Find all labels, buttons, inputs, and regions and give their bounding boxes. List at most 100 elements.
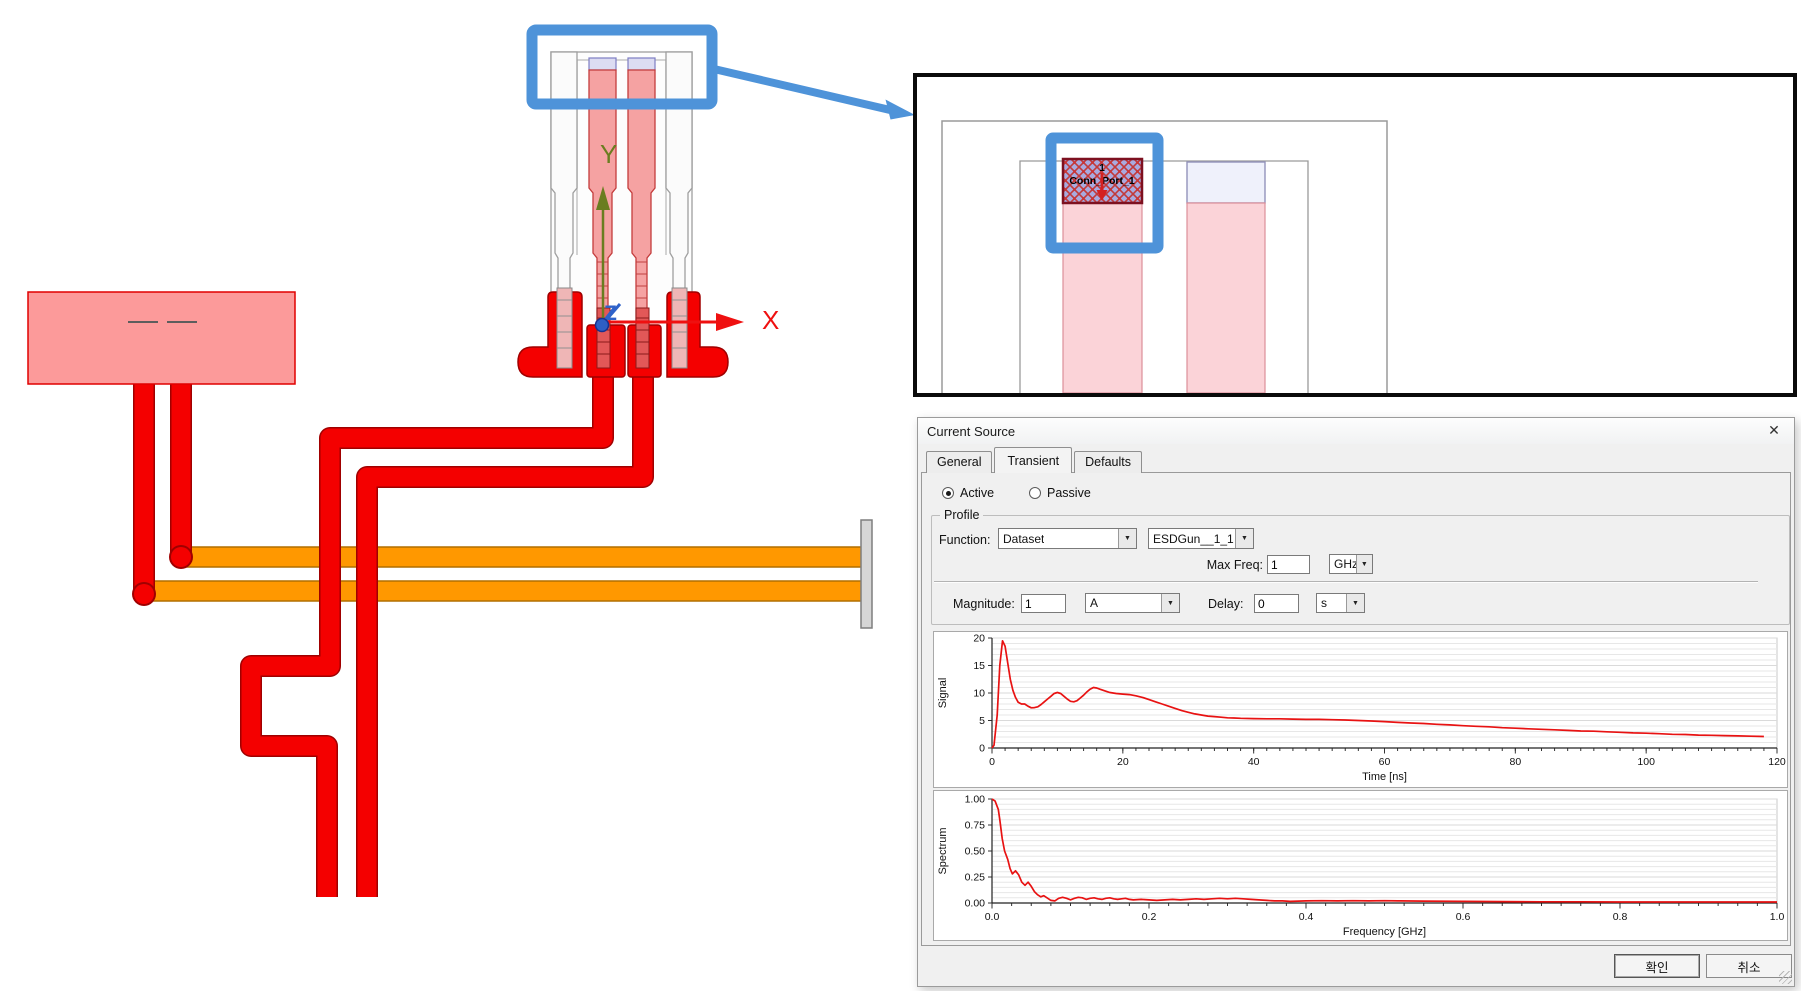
- cancel-button[interactable]: 취소: [1706, 954, 1792, 978]
- svg-text:20: 20: [1117, 756, 1129, 768]
- pin-column-left[interactable]: [1062, 202, 1143, 394]
- delay-unit-combo[interactable]: s ▼: [1316, 593, 1365, 613]
- svg-text:0.4: 0.4: [1299, 911, 1314, 923]
- svg-text:0.25: 0.25: [965, 872, 986, 884]
- svg-text:Spectrum: Spectrum: [937, 827, 949, 874]
- zoom-highlight-box: [526, 24, 718, 110]
- schematic-view: Y X Z: [27, 24, 915, 897]
- tab-defaults[interactable]: Defaults: [1074, 451, 1142, 473]
- board-outline: [941, 120, 1388, 393]
- radio-active-label: Active: [960, 486, 995, 500]
- svg-text:0.00: 0.00: [965, 898, 986, 910]
- red-trace-a[interactable]: [240, 360, 614, 897]
- magnitude-unit-combo[interactable]: A ▼: [1085, 593, 1180, 613]
- dropdown-arrow-icon[interactable]: ▼: [1346, 594, 1364, 612]
- svg-text:Signal: Signal: [937, 678, 949, 709]
- svg-text:20: 20: [973, 633, 985, 645]
- z-axis: [605, 303, 622, 320]
- signal-pin-left-cap: [588, 57, 617, 71]
- dropdown-arrow-icon[interactable]: ▼: [1355, 555, 1372, 573]
- svg-text:Frequency [GHz]: Frequency [GHz]: [1343, 926, 1426, 938]
- y-axis-label: Y: [600, 139, 617, 169]
- radio-passive[interactable]: Passive: [1029, 486, 1091, 500]
- svg-text:Time [ns]: Time [ns]: [1362, 771, 1407, 783]
- coordinate-axes: Y X Z: [594, 139, 779, 335]
- x-axis-arrowhead: [716, 313, 744, 331]
- orange-trace-upper[interactable]: [180, 546, 864, 568]
- radio-passive-circle[interactable]: [1029, 487, 1041, 499]
- dialog-title: Current Source: [927, 424, 1016, 439]
- svg-text:1.0: 1.0: [1770, 911, 1785, 923]
- svg-text:0.50: 0.50: [965, 846, 986, 858]
- dataset-combo[interactable]: ESDGun__1_1 ▼: [1148, 528, 1254, 549]
- resize-grip[interactable]: [1779, 971, 1792, 984]
- svg-text:0.8: 0.8: [1613, 911, 1628, 923]
- svg-text:0.0: 0.0: [985, 911, 1000, 923]
- pin-column-right[interactable]: [1186, 202, 1266, 394]
- svg-text:0: 0: [989, 756, 995, 768]
- ok-button[interactable]: 확인: [1614, 954, 1700, 978]
- svg-text:0: 0: [979, 743, 985, 755]
- port-highlight-box: [1045, 132, 1164, 254]
- max-freq-unit-combo[interactable]: GHz ▼: [1329, 554, 1373, 574]
- tab-transient[interactable]: Transient: [994, 447, 1073, 473]
- zoom-detail-panel: 1 Conn_Port_1: [913, 73, 1797, 397]
- magnitude-input[interactable]: [1021, 594, 1066, 613]
- svg-text:0.6: 0.6: [1456, 911, 1471, 923]
- y-axis-arrowhead: [596, 186, 610, 210]
- dropdown-arrow-icon[interactable]: ▼: [1161, 594, 1179, 612]
- svg-text:15: 15: [973, 660, 985, 672]
- close-icon[interactable]: ✕: [1768, 422, 1780, 438]
- signal-chart-panel: 0 5 10 15 20 0 20 40 60 80 100 120 Time [ns] Signal: [933, 631, 1788, 788]
- spectrum-chart: 0.00 0.25 0.50 0.75 1.00 0.0 0.2 0.4 0.6 0.8 1.0 Fr…: [937, 794, 1785, 939]
- svg-text:0.75: 0.75: [965, 820, 986, 832]
- dropdown-arrow-icon[interactable]: ▼: [1118, 529, 1136, 548]
- svg-text:10: 10: [973, 688, 985, 700]
- svg-text:80: 80: [1509, 756, 1521, 768]
- red-trace-c[interactable]: [132, 384, 156, 606]
- current-source-dialog: Current Source ✕ General Transient Defau…: [917, 417, 1795, 987]
- radio-passive-label: Passive: [1047, 486, 1091, 500]
- svg-text:1.00: 1.00: [965, 794, 986, 806]
- profile-groupbox: Profile: [931, 508, 1790, 625]
- profile-separator: [934, 581, 1758, 583]
- delay-label: Delay:: [1208, 597, 1244, 611]
- z-axis-label: Z: [604, 302, 617, 325]
- svg-text:100: 100: [1637, 756, 1655, 768]
- termination-bar[interactable]: [860, 519, 873, 629]
- max-freq-label: Max Freq:: [1206, 558, 1263, 572]
- orange-trace-lower[interactable]: [140, 580, 864, 602]
- function-combo[interactable]: Dataset ▼: [998, 528, 1137, 549]
- x-axis-label: X: [762, 305, 779, 335]
- pin-column-right-cap: [1186, 161, 1266, 204]
- red-trace-d[interactable]: [169, 384, 193, 569]
- port-direction-arrow: [1096, 173, 1108, 201]
- signal-pin-right-cap: [627, 57, 656, 71]
- svg-text:0.2: 0.2: [1142, 911, 1157, 923]
- svg-text:120: 120: [1768, 756, 1786, 768]
- dropdown-arrow-icon[interactable]: ▼: [1235, 529, 1253, 548]
- max-freq-input[interactable]: [1267, 555, 1310, 574]
- red-trace-b[interactable]: [356, 360, 654, 897]
- magnitude-label: Magnitude:: [953, 597, 1015, 611]
- svg-text:40: 40: [1248, 756, 1260, 768]
- origin-point: [594, 317, 610, 333]
- callout-arrow: [713, 65, 915, 120]
- inner-outline: [1019, 160, 1309, 393]
- svg-text:5: 5: [979, 715, 985, 727]
- radio-active[interactable]: Active: [942, 486, 994, 500]
- tab-general[interactable]: General: [926, 451, 993, 473]
- port-number: 1: [1099, 163, 1105, 174]
- shield-pin-tails: [556, 287, 688, 369]
- signal-chart: 0 5 10 15 20 0 20 40 60 80 100 120 Time [ns] Signal: [937, 633, 1786, 784]
- svg-text:60: 60: [1379, 756, 1391, 768]
- device-block[interactable]: [27, 291, 296, 385]
- delay-input[interactable]: [1254, 594, 1299, 613]
- radio-active-circle[interactable]: [942, 487, 954, 499]
- profile-legend: Profile: [940, 508, 984, 522]
- tab-strip: General Transient Defaults: [926, 447, 1144, 473]
- function-label: Function:: [939, 533, 991, 547]
- dialog-titlebar[interactable]: Current Source ✕: [918, 418, 1794, 444]
- detail-view: 1 Conn_Port_1: [941, 120, 1388, 394]
